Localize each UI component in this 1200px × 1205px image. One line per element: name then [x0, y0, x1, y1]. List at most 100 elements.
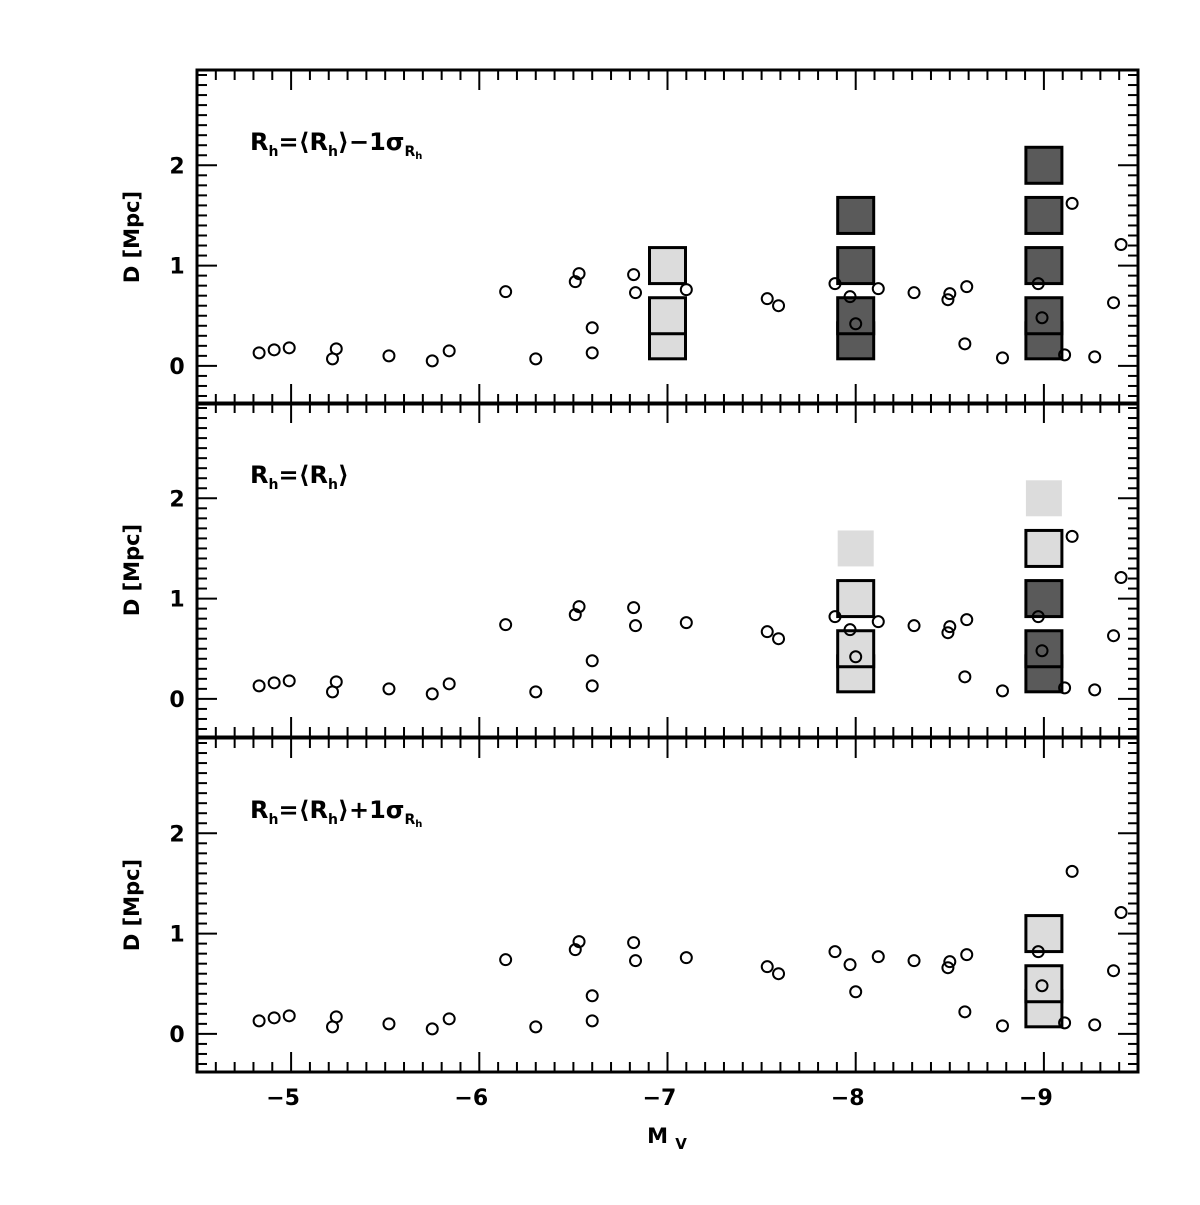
- x-tick-label: −9: [1019, 1086, 1053, 1111]
- y-axis-title: D [Mpc]: [120, 859, 144, 951]
- panel-label-part: R: [404, 812, 415, 828]
- observed-point: [442, 677, 456, 691]
- observed-point: [960, 948, 974, 962]
- y-axis-title: D [Mpc]: [120, 524, 144, 616]
- x-axis-title-sub: V: [675, 1135, 687, 1153]
- observed-point: [1058, 348, 1072, 362]
- observed-point: [1058, 1016, 1072, 1030]
- observed-point: [499, 953, 513, 967]
- observed-point: [760, 292, 774, 306]
- observed-point: [828, 610, 842, 624]
- panel-label-part: =⟨R: [278, 461, 328, 489]
- model-square: [1024, 528, 1064, 568]
- observed-point: [627, 601, 641, 615]
- observed-point: [282, 341, 296, 355]
- observed-point: [627, 268, 641, 282]
- y-tick-label: 2: [169, 487, 184, 512]
- model-square: [1025, 480, 1062, 517]
- model-square: [1024, 195, 1064, 235]
- observed-point: [679, 951, 693, 965]
- observed-point: [499, 618, 513, 632]
- model-square: [1024, 964, 1064, 1004]
- observed-point: [828, 277, 842, 291]
- observed-point: [1088, 683, 1102, 697]
- panel-label-part: h: [415, 819, 422, 830]
- panel-label-part: h: [268, 812, 278, 828]
- observed-point: [679, 283, 693, 297]
- model-square: [648, 296, 687, 336]
- observed-point: [572, 600, 586, 614]
- observed-point: [1058, 681, 1072, 695]
- observed-point: [995, 351, 1009, 365]
- observed-point: [1035, 311, 1049, 325]
- observed-point: [629, 954, 643, 968]
- observed-point: [1035, 979, 1049, 993]
- y-tick-label: 2: [169, 822, 184, 847]
- observed-point: [585, 321, 599, 335]
- panel-label: Rh=⟨Rh⟩: [250, 461, 349, 493]
- observed-point: [267, 1011, 281, 1025]
- observed-point: [995, 684, 1009, 698]
- y-tick-label: 0: [169, 688, 184, 713]
- observed-point: [871, 615, 885, 629]
- observed-point: [960, 613, 974, 627]
- observed-point: [282, 1009, 296, 1023]
- observed-point: [907, 954, 921, 968]
- observed-point: [252, 1014, 266, 1028]
- model-square: [648, 246, 687, 286]
- panel-label-part: R: [250, 796, 268, 824]
- panel-label-part: h: [268, 477, 278, 493]
- observed-point: [941, 961, 955, 975]
- observed-point: [958, 337, 972, 351]
- model-square: [1024, 579, 1064, 619]
- panel-label-part: h: [328, 144, 338, 160]
- observed-point: [1107, 629, 1121, 643]
- x-axis-title-main: M: [647, 1124, 668, 1148]
- observed-point: [941, 626, 955, 640]
- observed-point: [760, 625, 774, 639]
- model-square: [836, 579, 876, 619]
- observed-point: [960, 280, 974, 294]
- observed-point: [1114, 571, 1128, 585]
- observed-point: [1035, 644, 1049, 658]
- observed-point: [1031, 277, 1045, 291]
- observed-point: [849, 985, 863, 999]
- panel-frame: [195, 736, 1140, 1074]
- observed-point: [252, 679, 266, 693]
- observed-point: [772, 632, 786, 646]
- observed-point: [329, 675, 343, 689]
- observed-point: [907, 286, 921, 300]
- model-square: [1024, 246, 1064, 286]
- observed-point: [843, 623, 857, 637]
- observed-point: [772, 299, 786, 313]
- y-axis-title: D [Mpc]: [120, 191, 144, 283]
- panel-label-part: R: [404, 144, 415, 160]
- observed-point: [442, 1012, 456, 1026]
- observed-point: [1065, 529, 1079, 543]
- panel-label: Rh=⟨Rh⟩+1σRh: [250, 796, 422, 830]
- observed-point: [329, 1010, 343, 1024]
- observed-point: [585, 989, 599, 1003]
- observed-point: [1114, 238, 1128, 252]
- observed-point: [843, 290, 857, 304]
- observed-point: [760, 960, 774, 974]
- observed-point: [849, 650, 863, 664]
- panel-label-part: R: [250, 461, 268, 489]
- observed-point: [1114, 906, 1128, 920]
- x-tick-label: −8: [831, 1086, 865, 1111]
- model-square: [1024, 629, 1064, 669]
- observed-point: [585, 679, 599, 693]
- model-square: [836, 246, 876, 286]
- observed-point: [425, 354, 439, 368]
- observed-point: [585, 1014, 599, 1028]
- observed-point: [995, 1019, 1009, 1033]
- model-square: [1024, 296, 1064, 336]
- observed-point: [941, 293, 955, 307]
- observed-point: [585, 346, 599, 360]
- panel-label-part: −1σ: [349, 128, 405, 156]
